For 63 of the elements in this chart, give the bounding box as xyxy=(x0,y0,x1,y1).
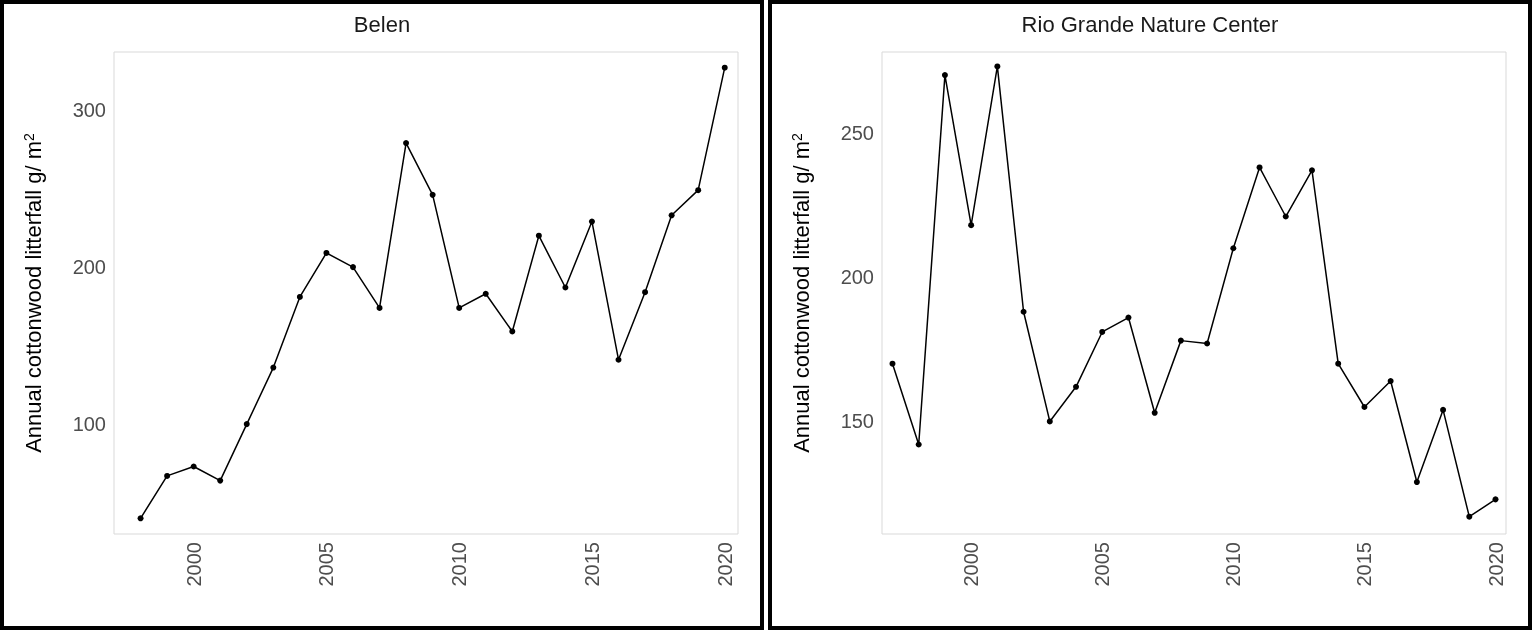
point xyxy=(296,293,303,300)
chart-title: Rio Grande Nature Center xyxy=(1021,11,1279,37)
point xyxy=(1204,340,1211,347)
x-tick-label: 2005 xyxy=(1091,542,1114,587)
point xyxy=(1020,308,1027,315)
point xyxy=(403,140,410,147)
point xyxy=(1230,245,1237,252)
point xyxy=(642,289,649,296)
point xyxy=(1125,314,1132,321)
point xyxy=(562,284,569,291)
point xyxy=(1466,513,1473,520)
y-tick-label: 150 xyxy=(840,410,874,433)
point xyxy=(270,364,277,371)
y-tick-label: 100 xyxy=(72,413,106,436)
point xyxy=(668,212,675,219)
point xyxy=(1282,213,1289,220)
point xyxy=(323,249,330,256)
point xyxy=(1308,167,1315,174)
point xyxy=(535,232,542,239)
point xyxy=(1413,479,1420,486)
point xyxy=(941,72,948,79)
chart-title: Belen xyxy=(353,11,411,37)
point xyxy=(1256,164,1263,171)
point xyxy=(217,477,224,484)
y-tick-label: 200 xyxy=(840,266,874,289)
x-tick-label: 2000 xyxy=(182,542,205,587)
point xyxy=(1073,383,1080,390)
point xyxy=(1177,337,1184,344)
x-tick-label: 2020 xyxy=(713,542,736,587)
x-tick-label: 2010 xyxy=(448,542,471,587)
x-tick-label: 2020 xyxy=(1484,542,1507,587)
point xyxy=(349,264,356,271)
point xyxy=(482,290,489,297)
point xyxy=(994,63,1001,70)
point xyxy=(588,218,595,225)
y-axis-title: Annual cottonwood litterfall g/ m2 xyxy=(788,132,814,453)
point xyxy=(695,187,702,194)
point xyxy=(1099,328,1106,335)
point xyxy=(1046,418,1053,425)
point xyxy=(1440,406,1447,413)
point xyxy=(1151,409,1158,416)
y-axis-title: Annual cottonwood litterfall g/ m2 xyxy=(20,132,46,453)
point xyxy=(137,515,144,522)
point xyxy=(615,356,622,363)
point xyxy=(889,360,896,367)
point xyxy=(456,304,463,311)
point xyxy=(968,222,975,229)
point xyxy=(243,421,250,428)
point xyxy=(376,304,383,311)
x-tick-label: 2015 xyxy=(1353,542,1376,587)
x-tick-label: 2010 xyxy=(1222,542,1245,587)
point xyxy=(1361,404,1368,410)
x-tick-label: 2015 xyxy=(580,542,603,587)
point xyxy=(164,472,171,479)
point xyxy=(1387,378,1394,385)
x-tick-label: 2005 xyxy=(315,542,338,587)
point xyxy=(721,64,728,71)
y-tick-label: 200 xyxy=(72,256,106,279)
point xyxy=(429,191,436,198)
x-tick-label: 2000 xyxy=(960,542,983,587)
point xyxy=(1335,360,1342,367)
y-tick-label: 300 xyxy=(72,99,106,122)
y-tick-label: 250 xyxy=(840,121,874,144)
